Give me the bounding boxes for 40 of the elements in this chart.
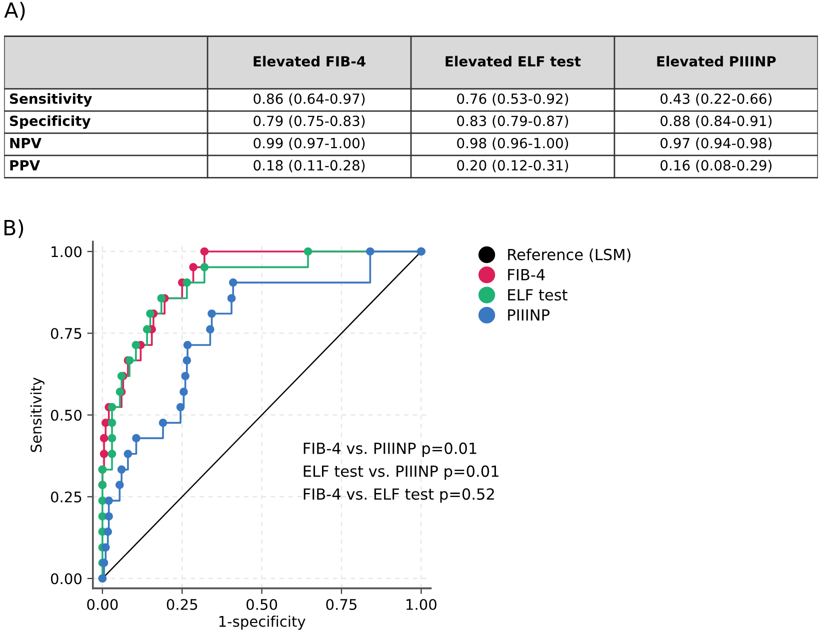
text: 0.43 (0.22-0.66) [660, 93, 772, 106]
x-tick-label: 0.75 [326, 598, 356, 610]
annotation: FIB-4 vs. ELF test p=0.52 [304, 488, 494, 503]
annotation: FIB-4 vs. PIIINP p=0.01 [304, 442, 476, 458]
y-tick-label: 1.00 [52, 246, 82, 258]
text: 0.83 (0.79-0.87) [457, 115, 568, 128]
text: 0.20 (0.12-0.31) [457, 160, 568, 172]
text: NPV [10, 138, 42, 148]
x-tick-label: 1.00 [406, 598, 436, 610]
text: 0.16 (0.08-0.29) [660, 160, 772, 172]
text: 0.99 (0.97-1.00) [254, 138, 365, 150]
legend-label: ELF test [508, 289, 568, 301]
x-tick-label: 0.25 [166, 598, 198, 610]
text: Elevated ELF test [446, 56, 581, 67]
text: 0.97 (0.94-0.98) [660, 138, 772, 150]
text: Elevated FIB-4 [254, 56, 366, 67]
legend-label: PIIINP [508, 309, 550, 321]
text: PPV [10, 160, 40, 170]
legend-label: FIB-4 [508, 269, 545, 280]
y-tick-label: 0.00 [50, 573, 82, 584]
text: 0.98 (0.96-1.00) [457, 138, 568, 150]
text: 0.86 (0.64-0.97) [254, 93, 365, 106]
y-axis-title: Sensitivity [30, 377, 44, 452]
text: Elevated PIIINP [657, 56, 776, 67]
text: Specificity [10, 115, 91, 129]
text: 0.79 (0.75-0.83) [254, 115, 365, 128]
legend-label: Reference (LSM) [508, 248, 630, 262]
y-tick-label: 0.25 [50, 491, 82, 502]
text: 0.88 (0.84-0.91) [660, 115, 772, 128]
x-tick-label: 0.00 [87, 598, 118, 610]
y-tick-label: 0.75 [50, 328, 82, 339]
x-axis-title: 1-specificity [219, 616, 306, 630]
y-tick-label: 0.50 [50, 410, 82, 421]
text: A) [4, 2, 25, 20]
x-tick-label: 0.50 [246, 598, 278, 610]
chart-title: B) [4, 219, 24, 238]
text: Sensitivity [10, 93, 92, 107]
text: 0.76 (0.53-0.92) [457, 93, 568, 106]
text: 0.18 (0.11-0.28) [254, 160, 365, 172]
annotation: ELF test vs. PIIINP p=0.01 [304, 465, 498, 480]
